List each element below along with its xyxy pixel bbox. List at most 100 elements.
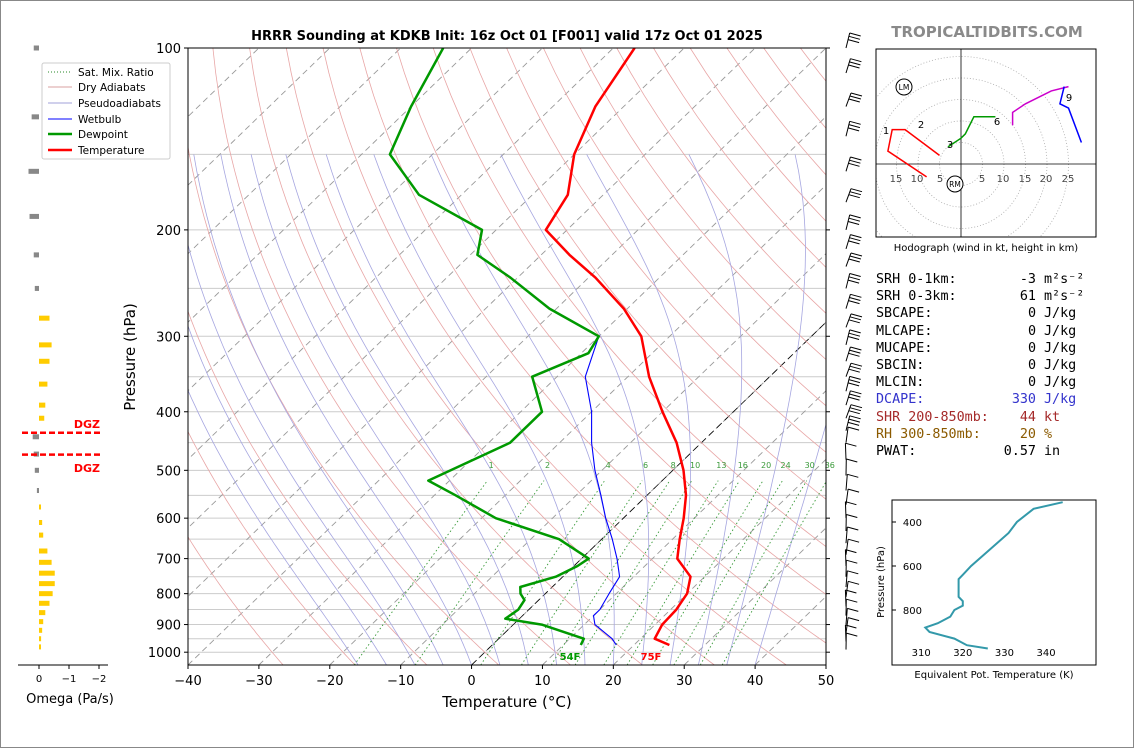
mixing-ratio-label: 4: [606, 461, 611, 470]
theta-e-ytick-label: 400: [903, 518, 922, 529]
moist-adiabat-line: [325, 154, 557, 665]
x-axis-label: Temperature (°C): [441, 693, 571, 711]
omega-bar-up: [39, 315, 50, 321]
profile-temperature: [544, 48, 692, 647]
wind-barb-flag: [846, 514, 858, 518]
stat-unit: %: [1044, 426, 1053, 442]
mixing-ratio-line: [721, 481, 826, 665]
wind-barb-flag: [848, 368, 860, 373]
dry-adiabat-line: [506, 48, 826, 453]
wind-barb-flag: [850, 188, 863, 193]
legend-item-pseudoadiabats: Pseudoadiabats: [78, 98, 161, 110]
theta-e-ytick-label: 600: [903, 562, 922, 573]
wind-barb-flag: [847, 39, 860, 44]
skewt-data: [388, 48, 692, 647]
wind-barb-flag: [850, 313, 863, 318]
wind-barb-flag: [849, 159, 861, 164]
wind-barb-flag: [848, 258, 860, 263]
x-tick-label: 0: [467, 674, 475, 689]
moist-adiabat-line: [188, 389, 359, 665]
wind-barb-flag: [849, 237, 861, 242]
omega-bar-down: [31, 114, 39, 120]
dry-adiabat-line: [432, 48, 826, 548]
stat-row: PWAT: 0.57 in: [876, 443, 1116, 460]
wind-barb-flag: [848, 319, 860, 324]
moist-adiabat-line: [500, 154, 650, 665]
stat-row: SRH 0-1km: -3 m²s⁻²: [876, 271, 1116, 288]
legend: Sat. Mix. Ratio Dry Adiabats Pseudoadiab…: [41, 62, 171, 160]
mixing-ratio-line: [699, 480, 808, 665]
wind-barb-flag: [848, 162, 860, 167]
y-tick-label: 300: [156, 330, 181, 345]
y-tick-label: 800: [156, 588, 181, 603]
mixing-ratio-line: [480, 480, 606, 665]
wind-barb-staff: [845, 273, 851, 289]
brand-logo: TROPICALTIDBITS.COM: [891, 23, 1083, 41]
wind-barb-flag: [847, 526, 859, 531]
moist-adiabat-line: [688, 154, 743, 665]
moist-adiabat-line: [726, 154, 806, 665]
stat-value: 44: [1019, 409, 1036, 425]
wind-barb-flag: [845, 624, 857, 629]
wind-barb-staff: [845, 313, 852, 328]
omega-bar-down: [33, 45, 39, 51]
legend-item-mixratio: Sat. Mix. Ratio: [78, 67, 154, 79]
stat-label: SBCIN:: [876, 357, 925, 373]
stat-unit: kt: [1044, 409, 1061, 425]
theta-e-xtick-label: 310: [912, 648, 931, 659]
hodograph-ring-label: 5: [979, 174, 985, 185]
x-tick-label: −20: [316, 674, 343, 689]
theta-e-xtick-label: 340: [1036, 648, 1055, 659]
wind-barb-staff: [845, 156, 851, 172]
hodograph-storm-label: LM: [899, 83, 910, 92]
omega-bar-up: [39, 627, 43, 633]
hodograph-caption: Hodograph (wind in kt, height in km): [894, 243, 1079, 254]
x-tick-label: −30: [245, 674, 272, 689]
omega-bar-up: [39, 581, 55, 587]
wind-barb-flag: [848, 64, 860, 69]
hodograph-trace: [1059, 86, 1083, 143]
theta-e-clip: [923, 501, 1063, 650]
hodograph-storm-label: RM: [949, 180, 961, 189]
wind-barb-flag: [848, 379, 861, 384]
wind-barb-staff: [844, 443, 847, 460]
dry-adiabat-line: [359, 48, 826, 644]
stat-value: 330: [1011, 392, 1036, 408]
stat-label: SRH 0-1km:: [876, 272, 957, 287]
omega-tick-1: −1: [62, 674, 77, 685]
y-tick-label: 200: [156, 224, 181, 239]
hodograph-ring-label: 20: [1040, 174, 1053, 185]
wind-barb-flag: [847, 580, 860, 585]
dry-adiabat-line: [543, 48, 826, 407]
moist-adiabat-line: [285, 154, 529, 665]
theta-e-xtick-label: 320: [953, 648, 972, 659]
mixing-ratio-line: [414, 480, 545, 665]
theta-e-frame: [891, 499, 1097, 666]
x-tick-label: 20: [605, 674, 622, 689]
wind-barb-flag: [845, 501, 857, 506]
stat-row: DCAPE: 330 J/kg: [876, 391, 1116, 408]
wind-barb-flag: [850, 293, 862, 298]
stat-unit: J/kg: [1044, 323, 1077, 339]
wind-barb-flag: [849, 365, 862, 370]
moist-adiabat-line: [250, 154, 501, 665]
dry-adiabat-line: [249, 48, 643, 665]
stat-label: PWAT:: [876, 443, 917, 459]
dry-adiabat-line: [188, 144, 499, 665]
legend-item-dewpoint: Dewpoint: [78, 129, 128, 141]
legend-item-dry-adiabats: Dry Adiabats: [78, 82, 146, 94]
moist-adiabat-line: [188, 324, 387, 665]
stat-row: RH 300-850mb: 20%: [876, 426, 1116, 443]
wind-barb-flag: [848, 98, 860, 103]
wind-barb-flag: [847, 426, 860, 431]
wind-barb-staff: [845, 427, 849, 443]
theta-e-ylabel: Pressure (hPa): [876, 546, 887, 618]
isotherm-line: [188, 48, 685, 529]
dgz-label-bottom: DGZ: [74, 462, 100, 475]
wind-barb-flag: [848, 410, 860, 415]
mixing-ratio-label: 13: [716, 461, 726, 470]
wind-barbs: [844, 32, 863, 650]
y-tick-label: 1000: [148, 646, 181, 661]
zero-isotherm-line: [471, 321, 826, 665]
wind-barb-flag: [849, 415, 861, 420]
